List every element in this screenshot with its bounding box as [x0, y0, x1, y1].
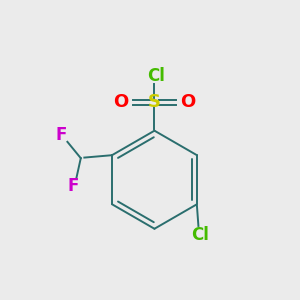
Text: Cl: Cl [147, 67, 165, 85]
Text: O: O [113, 93, 128, 111]
Text: Cl: Cl [191, 226, 209, 244]
Text: O: O [180, 93, 196, 111]
Text: F: F [55, 126, 67, 144]
Text: F: F [68, 177, 79, 195]
Text: S: S [148, 93, 161, 111]
